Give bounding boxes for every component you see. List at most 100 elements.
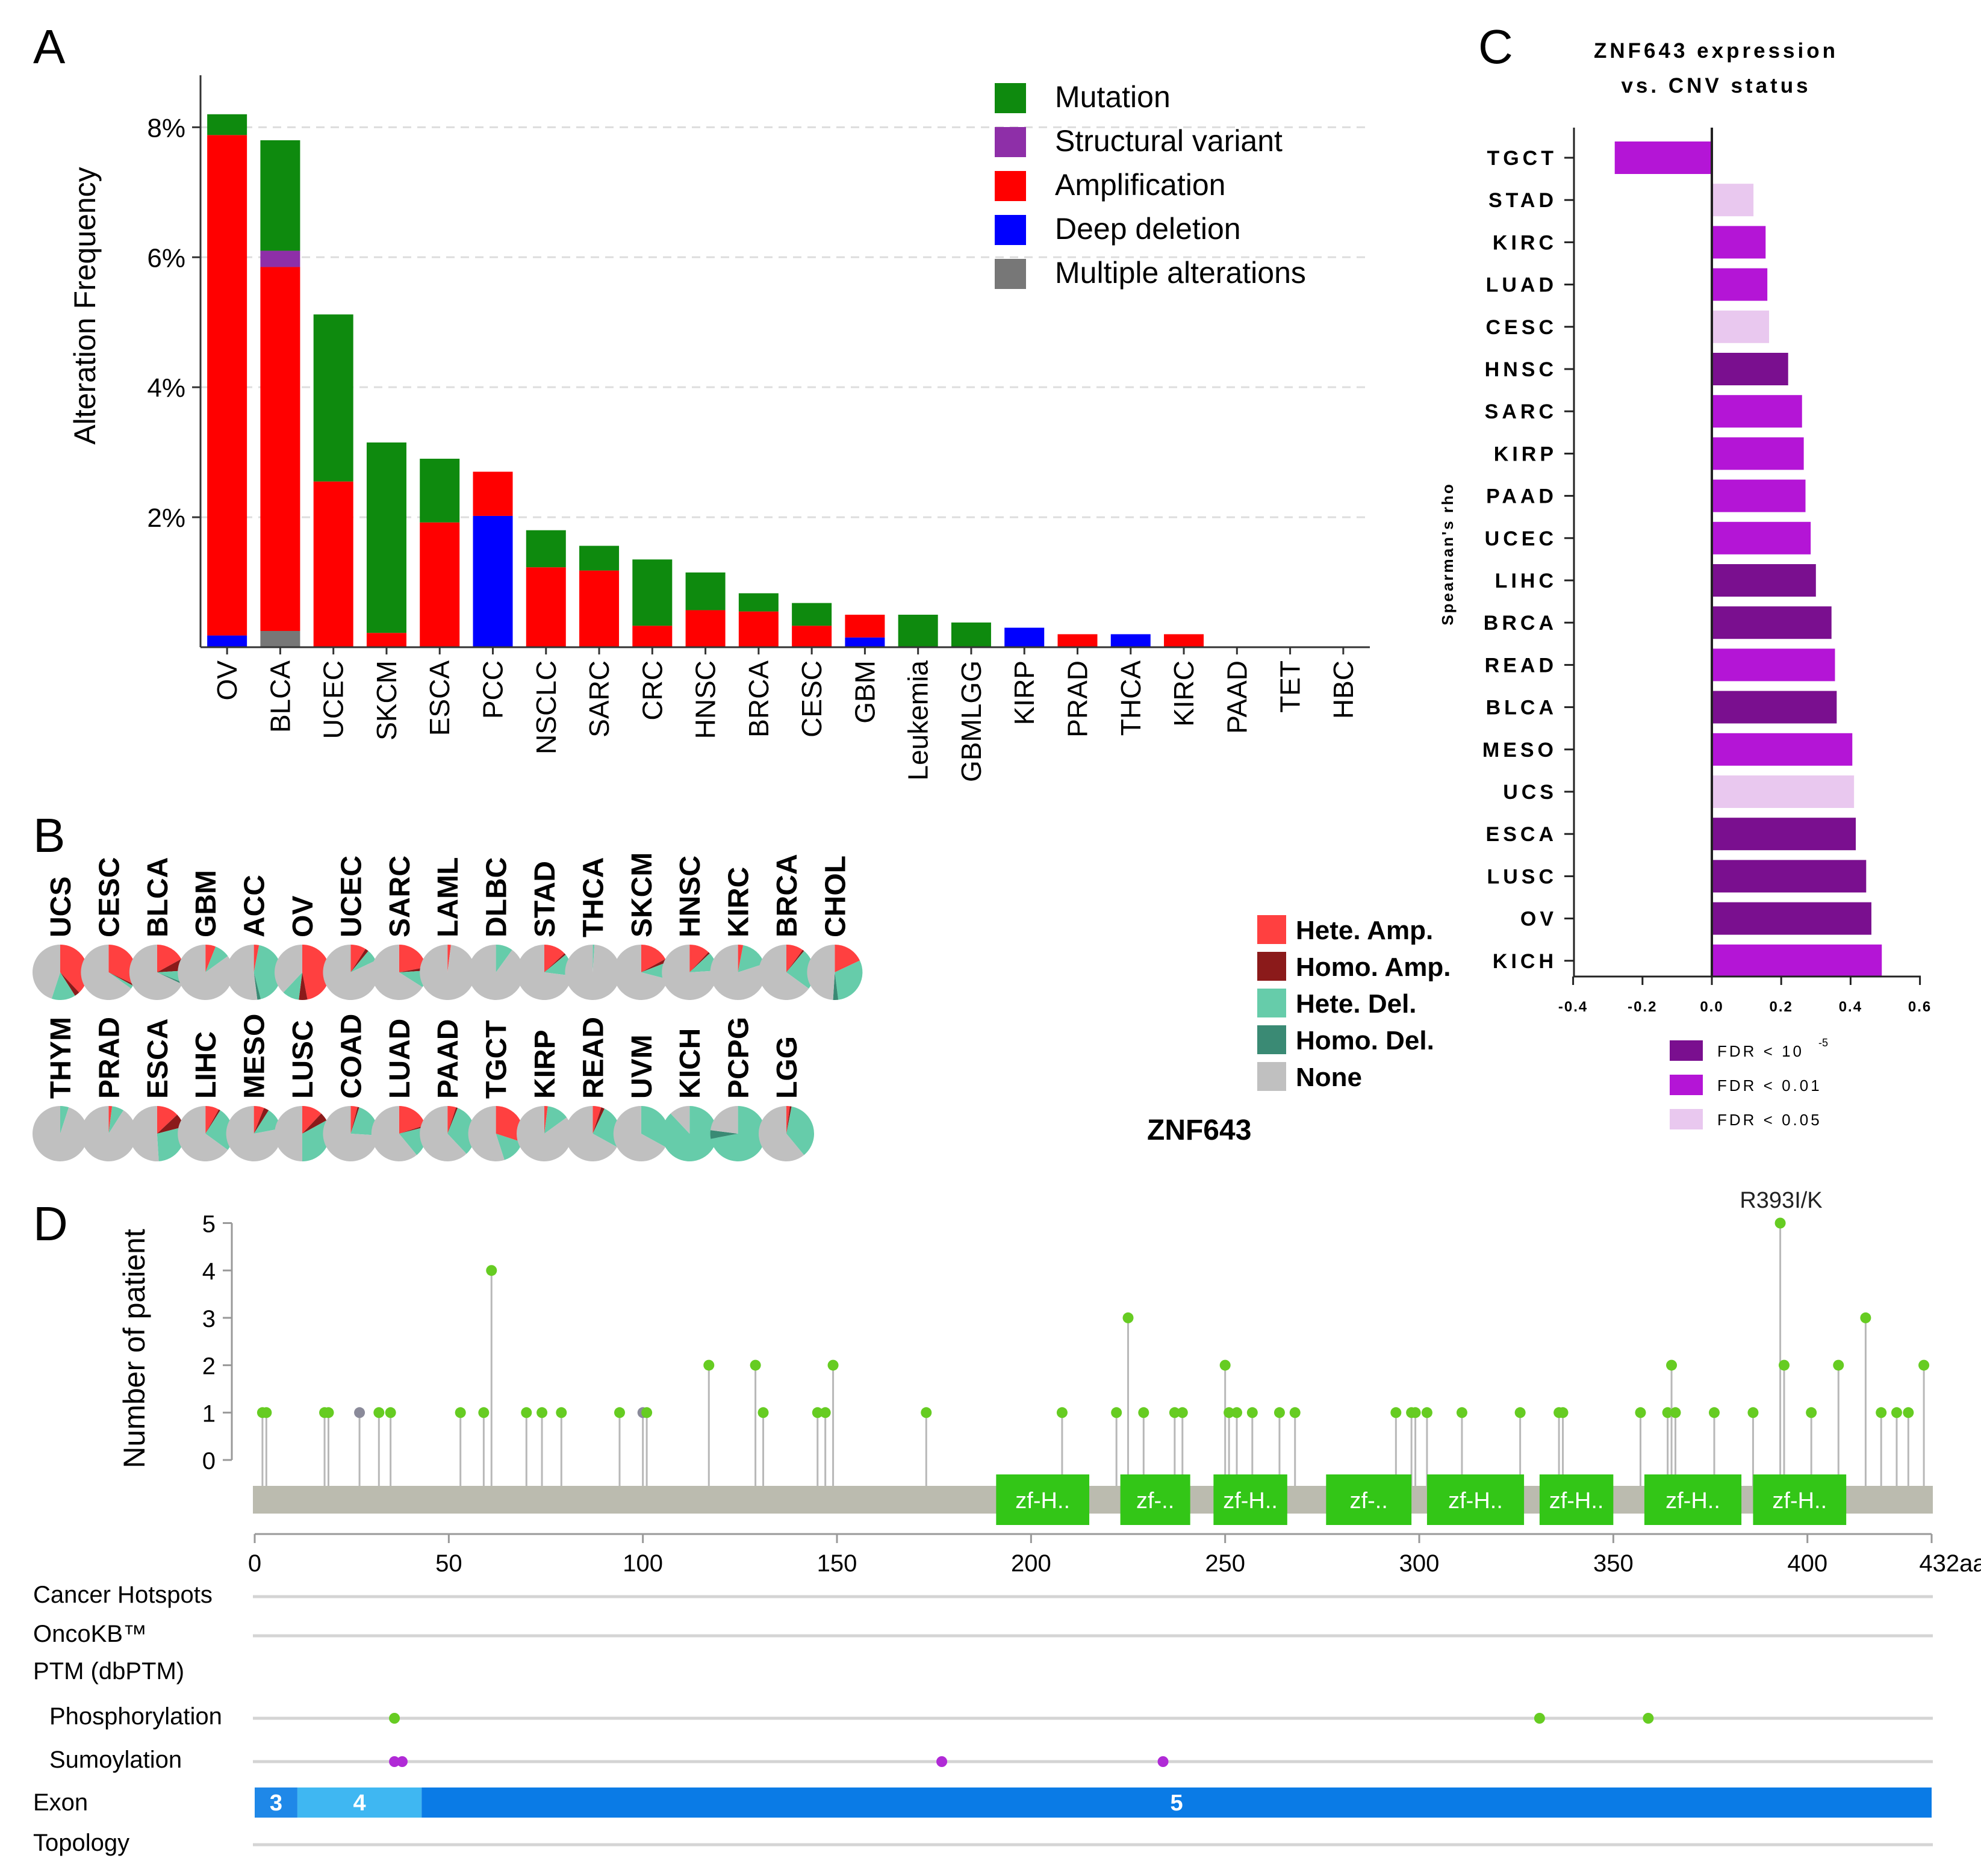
panel-a-bar-segment [207, 114, 247, 135]
panel-b-pie-label: TGCT [481, 1020, 513, 1099]
panel-c-category-label: PAAD [1486, 485, 1557, 508]
panel-b-pie-slice [350, 1106, 358, 1134]
panel-b-pie-label: PCPG [723, 1017, 755, 1099]
panel-b-pie-label: UCS [45, 877, 77, 937]
panel-letter-b: B [33, 809, 65, 862]
panel-d-lollipop-head [1169, 1407, 1180, 1418]
panel-a-category-label: PRAD [1062, 660, 1093, 738]
panel-a-category-label: UCEC [318, 660, 349, 739]
panel-b-legend-swatch [1257, 1062, 1286, 1091]
panel-c-bar [1712, 606, 1832, 639]
panel-c-legend-swatch [1670, 1075, 1703, 1095]
panel-b-pie-label: STAD [529, 861, 561, 937]
panel-a-bar-segment [420, 458, 460, 523]
panel-b-pie-slice [544, 1106, 567, 1134]
panel-b-pie-tgct [468, 1106, 524, 1162]
panel-d-lollipop-head [1111, 1407, 1122, 1418]
panel-b-pie-slice [447, 945, 451, 972]
panel-d-ytick-label: 2 [202, 1353, 216, 1380]
panel-b-pie-slice [323, 945, 379, 1001]
panel-a-legend-label: Structural variant [1055, 124, 1283, 158]
panel-c-category-label: SARC [1485, 400, 1557, 423]
panel-c-category-label: ESCA [1486, 823, 1557, 846]
panel-a-category-label: Leukemia [903, 660, 934, 781]
panel-a-bar-segment [845, 615, 885, 638]
panel-b-pie-slice [323, 1106, 379, 1162]
panel-c-legend-label: FDR < 0.05 [1717, 1111, 1822, 1129]
panel-c-bar [1712, 860, 1867, 893]
panel-b-pie-slice [786, 951, 814, 989]
panel-b-pie-label: LUAD [384, 1019, 416, 1099]
panel-d-domain [1644, 1474, 1742, 1525]
panel-a-category-label: NSCLC [530, 660, 562, 754]
panel-b-pie-slice [108, 972, 133, 989]
panel-c-legend-swatch [1670, 1109, 1703, 1129]
panel-b-legend-label: Homo. Amp. [1296, 952, 1451, 982]
panel-b-pie-slice [299, 972, 308, 1001]
panel-b-pie-label: KICH [674, 1028, 706, 1099]
panel-d-lollipop-head [827, 1359, 839, 1371]
panel-b-pie-label: PAAD [432, 1019, 464, 1099]
panel-b-pie-thym [33, 1106, 89, 1161]
panel-b-pie-slice [468, 1106, 505, 1162]
panel-b-pie-slice [108, 972, 134, 986]
panel-b-pie-thca [565, 945, 621, 1000]
panel-c-category-label: KIRC [1493, 231, 1557, 254]
panel-c-legend: FDR < 10 -5 FDR < 0.01 FDR < 0.05 [1670, 1037, 1828, 1129]
panel-d-lollipop-head [1747, 1407, 1759, 1418]
panel-b-pie-slice [496, 945, 512, 972]
panel-c-category-label: HNSC [1485, 358, 1557, 381]
panel-b-pie-slice [641, 958, 667, 972]
panel-b-pie-label: THYM [45, 1017, 77, 1099]
panel-c-category-label: CESC [1486, 316, 1557, 339]
panel-d-ytick-label: 4 [202, 1258, 216, 1285]
panel-a-category-label: KIRP [1009, 660, 1040, 725]
panel-b-pie-slice [81, 1106, 137, 1161]
panel-b-pie-hnsc [662, 945, 718, 1001]
panel-b-pie-slice [157, 1114, 184, 1134]
panel-c-category-label: OV [1520, 908, 1557, 931]
panel-b-pie-ucs [32, 945, 89, 1001]
panel-d-lollipop-head [750, 1359, 761, 1371]
panel-b-pie-slice [253, 972, 261, 1000]
panel-a-bar-segment [313, 481, 353, 647]
panel-d-lollipop-head [1390, 1407, 1402, 1418]
panel-a-legend-swatch [995, 83, 1026, 113]
panel-a-category-label: GBMLGG [956, 660, 987, 782]
panel-b-pie-slice [302, 1113, 327, 1134]
panel-c-category-label: UCS [1503, 781, 1557, 804]
panel-a-bar-segment [685, 610, 726, 647]
panel-b-pie-slice [129, 1106, 159, 1161]
panel-b-pie-slice [420, 1106, 467, 1161]
panel-b-pie-slice [205, 946, 228, 972]
panel-d-ytick-label: 0 [202, 1448, 216, 1474]
panel-a-legend-swatch [995, 171, 1026, 201]
panel-b-pie-slice [60, 1106, 69, 1134]
panel-d-xtick-label: 0 [248, 1550, 261, 1577]
panel-a-legend-swatch [995, 259, 1026, 289]
panel-c-xtick-label: -0.4 [1558, 999, 1588, 1015]
panel-b-pie-slice [592, 1107, 605, 1134]
panel-b-pie-kirc [710, 945, 766, 1000]
panel-b-pie-slice [302, 1120, 330, 1161]
panel-b-pie-slice [253, 1110, 281, 1134]
panel-b-pie-slice [371, 1106, 417, 1161]
panel-b-pie-slice [786, 1106, 792, 1134]
panel-c-bar [1614, 141, 1712, 174]
panel-b-pie-slice [420, 945, 476, 1000]
panel-b-pie-slice [81, 945, 131, 1000]
panel-c-category-label: STAD [1488, 189, 1557, 212]
panel-d-lollipop-head [1876, 1407, 1887, 1418]
panel-a-legend-label: Amplification [1055, 168, 1225, 202]
panel-b-pie-slice [662, 945, 718, 1001]
panel-b-pie-kich [662, 1106, 718, 1161]
panel-a-category-label: PCC [477, 660, 509, 719]
panel-d-xtick-label: 300 [1399, 1550, 1440, 1577]
panel-b-pie-slice [786, 949, 804, 972]
panel-d-lollipop-head [1774, 1217, 1786, 1229]
panel-c-bar [1712, 691, 1837, 724]
panel-d-domain-label: zf-.. [1136, 1488, 1174, 1514]
panel-b-pie-slice [253, 945, 260, 972]
panel-b-pie-blca [129, 945, 185, 1001]
